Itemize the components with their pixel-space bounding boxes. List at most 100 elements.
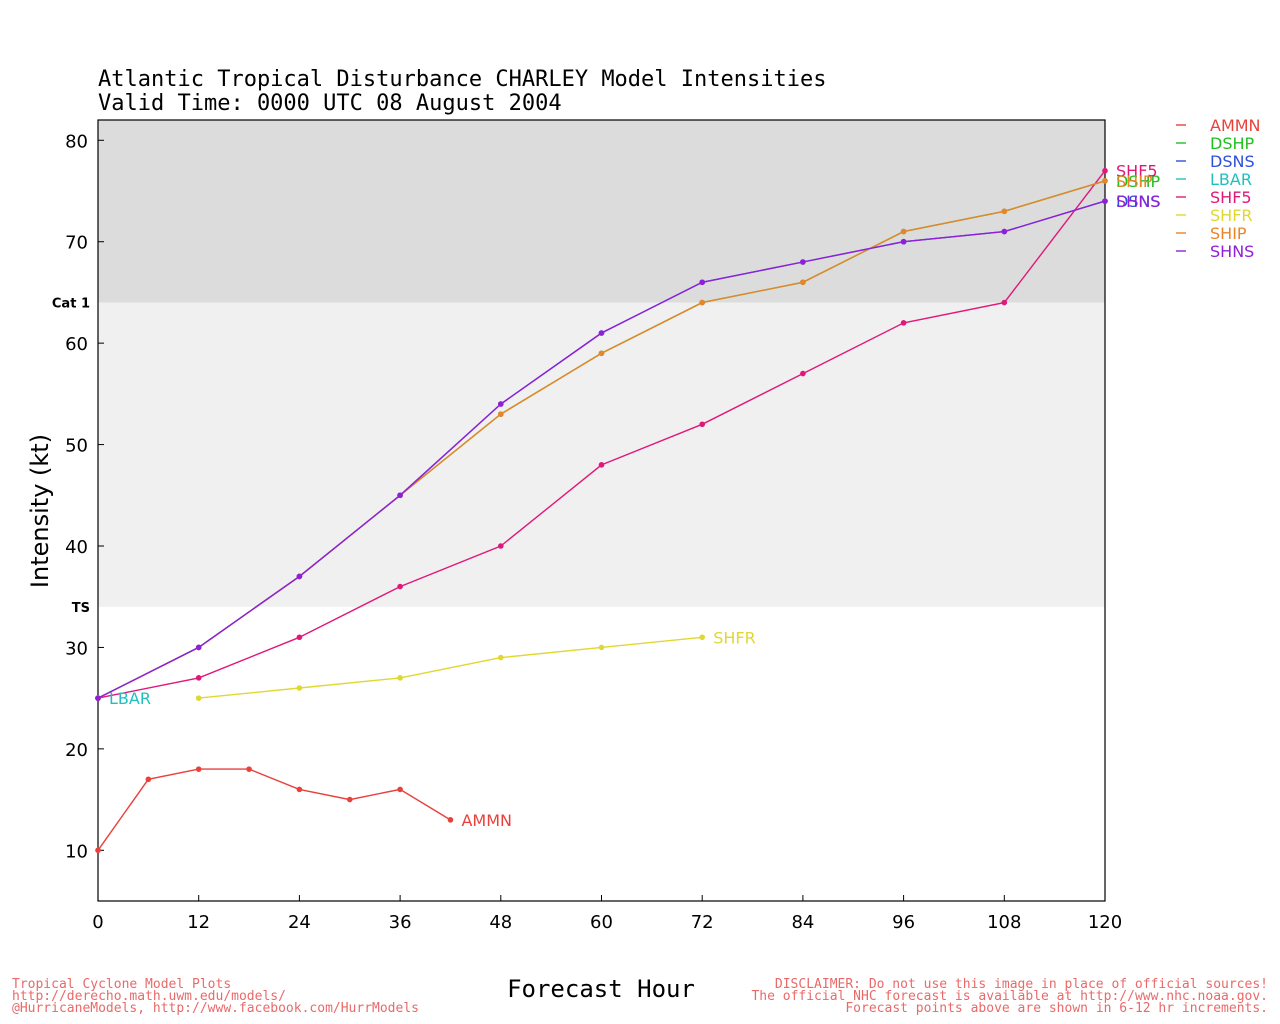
series-shfr: [195, 634, 705, 701]
footer-right: DISCLAIMER: Do not use this image in pla…: [751, 977, 1268, 1016]
data-point-ammn: [447, 817, 454, 823]
data-point-shf5: [598, 462, 605, 468]
data-point-ship: [699, 299, 705, 306]
y-tick-label: 20: [65, 740, 88, 761]
data-point-shns: [900, 238, 907, 245]
chart-title: Atlantic Tropical Disturbance CHARLEY Mo…: [98, 67, 826, 92]
x-tick-label: 108: [987, 912, 1021, 933]
data-point-shf5: [699, 421, 705, 428]
data-point-shfr: [598, 644, 605, 651]
legend-label-dshp: DSHP: [1210, 134, 1255, 153]
legend-label-ship: SHIP: [1210, 224, 1247, 243]
x-tick-label: 36: [389, 912, 412, 933]
data-point-shfr: [397, 675, 403, 681]
end-label-shfr: SHFR: [713, 628, 756, 647]
data-point-ship: [1001, 208, 1008, 215]
data-point-ship: [498, 411, 504, 417]
end-label-dsns: DSNS: [1116, 192, 1161, 211]
end-label-shf5: SHF5: [1116, 162, 1158, 181]
end-label-ship: SHIP: [1116, 172, 1153, 191]
series-line-shfr: [198, 636, 703, 699]
data-point-shns: [1001, 228, 1008, 235]
band-cat-1: [98, 120, 1105, 303]
y-tick-label: 60: [65, 334, 88, 355]
y-tick-label: 70: [65, 233, 88, 254]
data-point-shfr: [699, 634, 705, 641]
chart-subtitle: Valid Time: 0000 UTC 08 August 2004: [98, 91, 562, 116]
data-point-shfr: [498, 654, 504, 661]
data-point-shf5: [498, 543, 504, 549]
data-point-ammn: [195, 766, 202, 772]
x-tick-label: 84: [791, 912, 814, 933]
x-tick-label: 96: [892, 912, 915, 933]
footer-left-line-3: @HurricaneModels, http://www.facebook.co…: [12, 1001, 419, 1016]
data-point-shns: [397, 492, 403, 499]
band-ts: [98, 302, 1105, 607]
y-axis-label: Intensity (kt): [26, 434, 54, 588]
data-point-ammn: [246, 766, 252, 772]
x-tick-label: 120: [1088, 912, 1122, 933]
data-point-ship: [598, 350, 605, 357]
legend-label-shns: SHNS: [1210, 242, 1254, 261]
footer-left-line-2: http://derecho.math.uwm.edu/models/: [12, 989, 286, 1004]
data-point-shns: [195, 644, 202, 651]
end-label-dshp: DSHP: [1116, 172, 1161, 191]
data-point-shns: [1102, 198, 1108, 204]
data-point-ammn: [296, 786, 303, 793]
data-point-ammn: [145, 776, 152, 783]
series-ammn: [95, 766, 454, 854]
y-tick-label: 10: [65, 841, 88, 862]
footer-right-line-2: The official NHC forecast is available a…: [751, 989, 1268, 1004]
data-point-shf5: [800, 370, 806, 377]
data-point-shns: [296, 573, 303, 580]
y-tick-label: 80: [65, 131, 88, 152]
y-tick-label: 40: [65, 537, 88, 558]
series-line-ammn: [97, 768, 451, 851]
end-label-ammn: AMMN: [461, 811, 512, 830]
data-point-ammn: [95, 847, 101, 854]
x-tick-label: 12: [187, 912, 210, 933]
data-point-shns: [498, 401, 504, 407]
x-tick-label: 72: [691, 912, 714, 933]
series-layer: [95, 167, 1108, 854]
x-tick-label: 48: [489, 912, 512, 933]
data-point-shf5: [296, 634, 303, 641]
data-point-ammn: [397, 786, 403, 793]
data-point-shfr: [296, 685, 303, 691]
footer-right-line-1: DISCLAIMER: Do not use this image in pla…: [775, 977, 1268, 992]
data-point-shns: [95, 695, 101, 701]
x-tick-label: 24: [288, 912, 311, 933]
data-point-ship: [1102, 178, 1108, 184]
series-shf5: [95, 167, 1108, 701]
data-point-shf5: [900, 320, 907, 326]
y-tick-label: 50: [65, 436, 88, 457]
series-shns: [95, 198, 1108, 701]
footer-left: Tropical Cyclone Model Plots http://dere…: [12, 977, 419, 1016]
data-point-ship: [800, 279, 806, 286]
y-tick-label: 30: [65, 638, 88, 659]
axes: 0 12 24 36 48 60 72 84 96 108 120 10 20 30 40 50 60 70 80: [65, 131, 1122, 933]
data-point-shf5: [1001, 299, 1008, 306]
legend-label-ammn: AMMN: [1210, 116, 1261, 135]
data-point-shns: [598, 330, 605, 336]
data-point-shf5: [397, 583, 403, 590]
x-axis-label: Forecast Hour: [507, 975, 695, 1003]
legend-label-dsns: DSNS: [1210, 152, 1255, 171]
data-point-shf5: [195, 675, 202, 681]
end-label-shns: SHNS: [1116, 192, 1160, 211]
data-point-shns: [699, 279, 705, 286]
end-label-lbar: LBAR: [109, 689, 151, 708]
x-tick-label: 60: [590, 912, 613, 933]
data-point-shf5: [1102, 167, 1108, 174]
data-point-ship: [900, 228, 907, 235]
legend-label-lbar: LBAR: [1210, 170, 1252, 189]
x-tick-label: 0: [92, 912, 103, 933]
legend-label-shfr: SHFR: [1210, 206, 1253, 225]
legend-label-shf5: SHF5: [1210, 188, 1252, 207]
band-label-ts: TS: [72, 601, 90, 616]
band-label-cat-1: Cat 1: [52, 297, 90, 312]
footer-right-line-3: Forecast points above are shown in 6-12 …: [845, 1001, 1268, 1016]
